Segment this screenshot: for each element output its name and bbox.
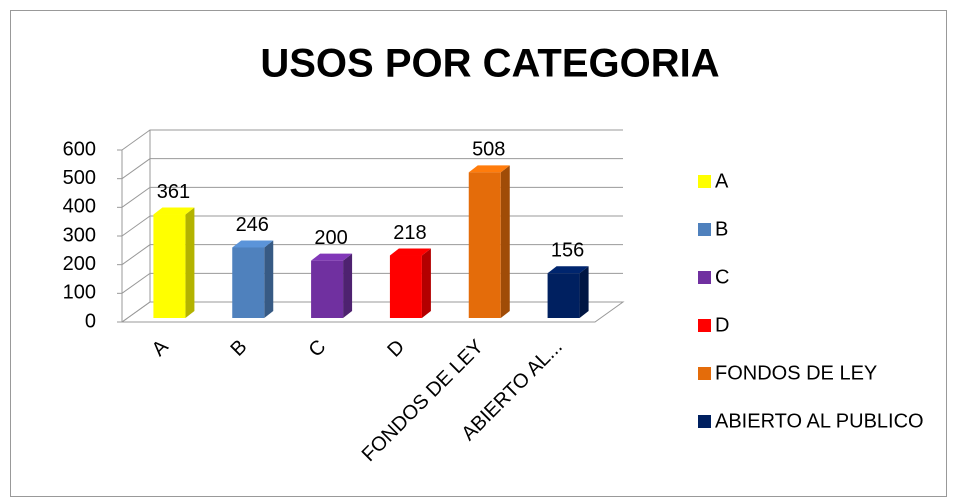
bar-top (232, 240, 274, 248)
y-tick-label: 500 (63, 167, 96, 189)
bar-front (468, 172, 501, 318)
y-tick-label: 400 (63, 196, 96, 218)
bar (311, 253, 353, 318)
legend-swatch (698, 223, 711, 236)
bar-side (185, 207, 195, 318)
y-tick-label: 0 (85, 310, 96, 332)
grid-line (121, 301, 623, 323)
grid-line (121, 158, 623, 180)
bar-side (264, 240, 274, 318)
bar-side (343, 253, 353, 318)
y-tick-label: 200 (63, 253, 96, 275)
y-tick-label: 600 (63, 138, 96, 160)
data-label: 200 (314, 227, 347, 249)
bar-top (311, 253, 353, 261)
data-label: 361 (157, 181, 190, 203)
data-label: 508 (472, 139, 505, 161)
bar-top (468, 165, 510, 173)
data-label: 218 (393, 222, 426, 244)
bar-front (389, 255, 422, 318)
bar-top (547, 266, 589, 274)
legend-swatch (698, 175, 711, 188)
grid-line (121, 129, 623, 151)
bar (547, 266, 589, 318)
legend-swatch (698, 367, 711, 380)
bar-front (153, 214, 186, 318)
bar-top (389, 248, 431, 256)
grid-line (121, 215, 623, 237)
bar (389, 248, 431, 318)
legend-label: A (715, 170, 729, 192)
grid-line (121, 244, 623, 266)
legend-swatch (698, 271, 711, 284)
data-label: 156 (551, 240, 584, 262)
bar-front (311, 260, 344, 318)
bar-top (153, 207, 195, 215)
bar-side (579, 266, 589, 318)
legend-label: C (715, 266, 729, 288)
legend-swatch (698, 415, 711, 428)
grid-line (121, 186, 623, 208)
y-tick-label: 300 (63, 224, 96, 246)
bar-side (421, 248, 431, 318)
bar (232, 240, 274, 318)
bar-front (547, 273, 580, 318)
y-tick-label: 100 (63, 282, 96, 304)
bar-front (232, 247, 265, 318)
legend-label: FONDOS DE LEY (715, 362, 877, 384)
bar (153, 207, 195, 318)
legend-swatch (698, 319, 711, 332)
grid-line (121, 272, 623, 294)
legend-label: D (715, 314, 729, 336)
chart-title: USOS POR CATEGORIA (260, 42, 719, 86)
data-label: 246 (236, 214, 269, 236)
bar (468, 165, 510, 318)
bar-side (500, 165, 510, 318)
legend-label: ABIERTO AL PUBLICO (715, 410, 924, 432)
legend-label: B (715, 218, 728, 240)
